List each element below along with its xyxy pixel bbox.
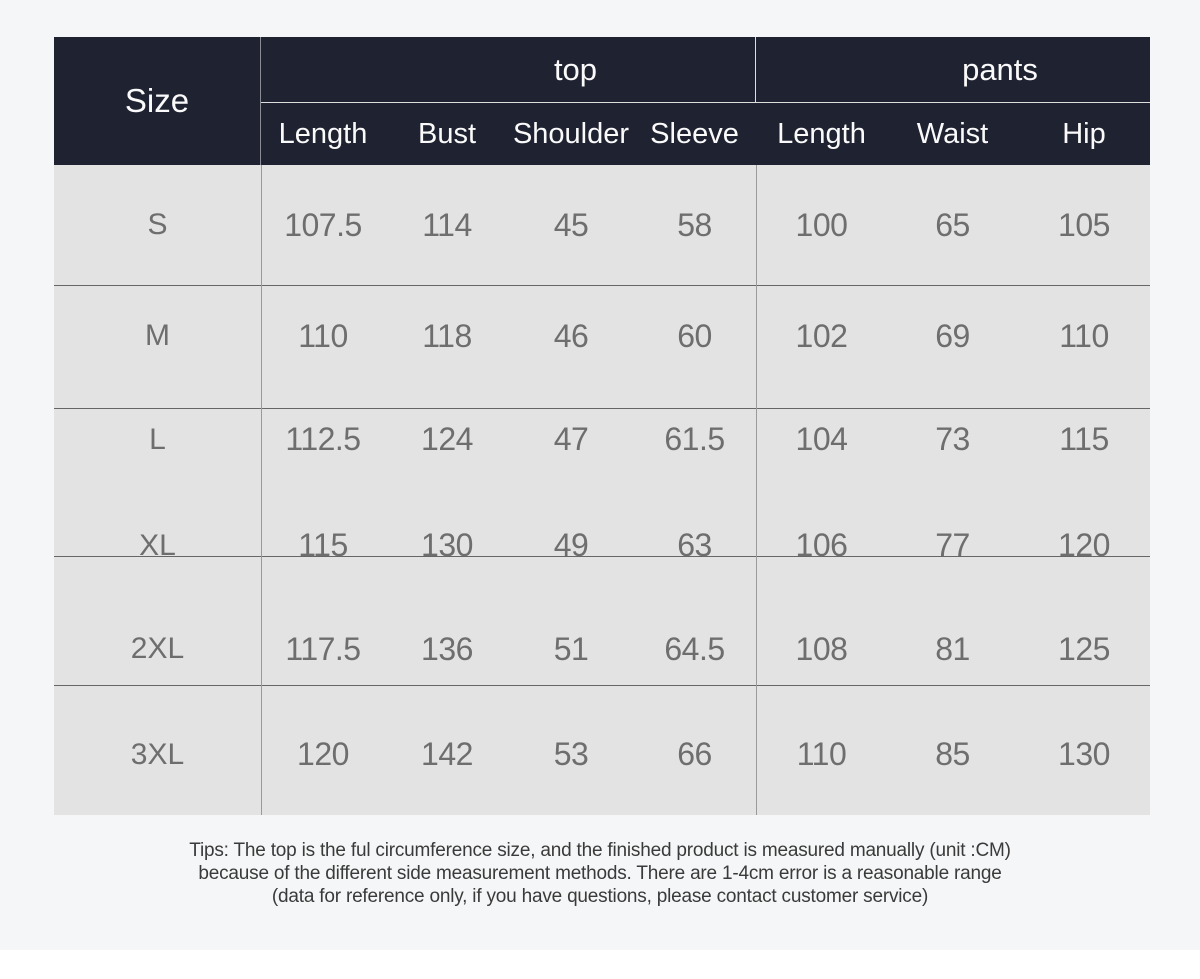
cell-value: 73 [935, 421, 970, 457]
table-row-s: S 107.5 114 45 58 100 65 105 [54, 165, 1150, 286]
cell-value: 63 [677, 527, 712, 563]
cell-value: 114 [422, 206, 472, 243]
cell-value: 49 [553, 527, 589, 563]
cell-value: 105 [1058, 206, 1110, 243]
cell-value: 100 [795, 206, 848, 243]
cell-value: 81 [935, 630, 970, 667]
cell-value: 117.5 [285, 630, 361, 667]
cell-value: 102 [795, 317, 848, 354]
tips-line-2: because of the different side measuremen… [198, 863, 1002, 884]
table-row-l: L 112.5 124 47 61.5 104 73 115 [54, 421, 1150, 457]
cell-value: 118 [422, 317, 472, 354]
column-header-bust: Bust [417, 117, 477, 150]
cell-value: 46 [553, 317, 589, 354]
table-row-xl: XL 115 130 49 63 106 77 120 [54, 527, 1150, 563]
size-label: S [147, 208, 168, 241]
table-header: Size top pants Length Bust Shoulder Slee… [54, 37, 1150, 165]
cell-value: 106 [795, 527, 848, 563]
size-label: XL [139, 528, 176, 562]
cell-value: 124 [421, 421, 473, 457]
cell-value: 45 [553, 206, 589, 243]
cell-value: 64.5 [664, 630, 725, 667]
cell-value: 61.5 [664, 421, 725, 457]
column-header-top-length: Length [278, 117, 368, 150]
size-label: 3XL [130, 737, 185, 771]
column-header-sleeve: Sleeve [650, 117, 739, 150]
cell-value: 110 [298, 317, 348, 354]
table-row-3xl: 3XL 120 142 53 66 110 85 130 [54, 686, 1150, 815]
cell-value: 115 [1059, 421, 1109, 457]
cell-value: 60 [677, 317, 712, 354]
column-header-waist: Waist [916, 117, 989, 150]
cell-value: 47 [553, 421, 589, 457]
cell-value: 112.5 [285, 421, 361, 457]
table-row-m: M 110 118 46 60 102 69 110 [54, 286, 1150, 409]
column-header-hip: Hip [1062, 117, 1106, 150]
size-label: L [149, 422, 166, 456]
group-header-row: top pants [261, 37, 1150, 103]
table-header-right: top pants Length Bust Shoulder Sleeve Le… [261, 37, 1150, 165]
cell-value: 108 [795, 630, 848, 667]
size-label: M [145, 319, 170, 352]
cell-value: 110 [1059, 317, 1109, 354]
size-chart-table: Size top pants Length Bust Shoulder Slee… [54, 37, 1150, 815]
tips-line-3: (data for reference only, if you have qu… [271, 886, 929, 907]
cell-value: 110 [796, 736, 847, 772]
tips-line-1: Tips: The top is the ful circumference s… [189, 840, 1011, 861]
cell-value: 69 [935, 317, 970, 354]
cell-value: 130 [1058, 736, 1110, 772]
cell-value: 120 [297, 736, 349, 772]
cell-value: 66 [677, 736, 712, 772]
table-body: S 107.5 114 45 58 100 65 105 M 110 118 4… [54, 165, 1150, 815]
cell-value: 130 [421, 527, 473, 563]
cell-value: 107.5 [284, 206, 362, 243]
cell-value: 136 [421, 630, 473, 667]
table-row-l-xl-block: L 112.5 124 47 61.5 104 73 115 XL 115 13… [54, 409, 1150, 563]
column-header-row: Length Bust Shoulder Sleeve Length Waist… [261, 103, 1150, 165]
cell-value: 142 [421, 736, 473, 772]
tips-note: Tips: The top is the ful circumference s… [0, 839, 1200, 908]
cell-value: 51 [553, 630, 589, 667]
table-row-2xl: 2XL 117.5 136 51 64.5 108 81 125 [54, 557, 1150, 686]
group-header-pants: pants [962, 51, 1038, 87]
cell-value: 58 [677, 206, 712, 243]
cell-value: 120 [1058, 527, 1110, 563]
cell-value: 65 [935, 206, 970, 243]
divider-top-pants [756, 165, 757, 815]
column-header-pants-length: Length [777, 117, 866, 150]
cell-value: 77 [935, 527, 970, 563]
divider-size-top [261, 165, 262, 815]
cell-value: 125 [1058, 630, 1110, 667]
size-label: 2XL [130, 632, 185, 665]
cell-value: 104 [795, 421, 848, 457]
cell-value: 53 [553, 736, 589, 772]
cell-value: 115 [298, 527, 348, 563]
cell-value: 85 [935, 736, 970, 772]
size-column-header: Size [54, 37, 261, 165]
group-header-top: top [261, 37, 756, 102]
column-header-shoulder: Shoulder [512, 117, 630, 150]
